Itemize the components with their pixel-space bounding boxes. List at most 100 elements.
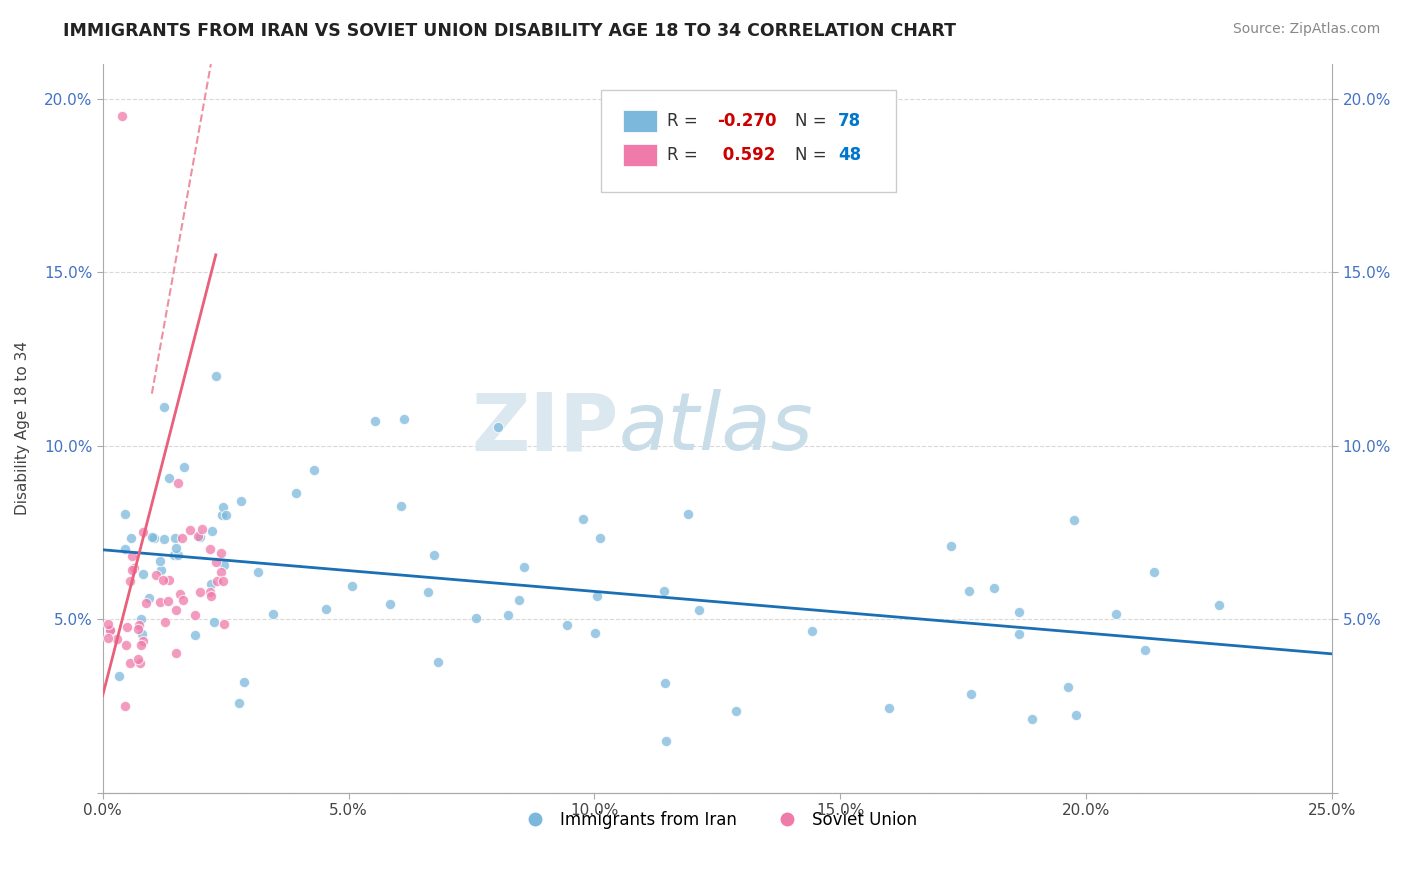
Point — [128, 617, 150, 632]
Point — [165, 541, 187, 556]
Point — [392, 412, 415, 426]
Point — [127, 652, 149, 666]
Point — [315, 601, 337, 615]
Point — [114, 507, 136, 521]
Point — [586, 589, 609, 603]
Point — [555, 618, 578, 632]
Point — [118, 574, 141, 589]
Point — [209, 546, 232, 560]
Point — [378, 597, 401, 611]
Point — [983, 582, 1005, 596]
Point — [725, 704, 748, 718]
Point — [389, 499, 412, 513]
Text: R =: R = — [666, 146, 703, 164]
Point — [129, 656, 152, 670]
FancyBboxPatch shape — [600, 89, 896, 192]
Text: N =: N = — [794, 146, 832, 164]
Point — [1021, 713, 1043, 727]
Point — [423, 548, 446, 562]
Point — [97, 617, 120, 632]
Point — [201, 524, 224, 538]
FancyBboxPatch shape — [623, 145, 657, 166]
Point — [169, 587, 191, 601]
Point — [179, 523, 201, 537]
Point — [583, 626, 606, 640]
Point — [941, 539, 963, 553]
Point — [416, 584, 439, 599]
Point — [97, 631, 120, 645]
Point — [138, 591, 160, 606]
Point — [1057, 681, 1080, 695]
Point — [676, 507, 699, 521]
Point — [188, 585, 211, 599]
Point — [212, 558, 235, 573]
Text: N =: N = — [794, 112, 832, 130]
Text: IMMIGRANTS FROM IRAN VS SOVIET UNION DISABILITY AGE 18 TO 34 CORRELATION CHART: IMMIGRANTS FROM IRAN VS SOVIET UNION DIS… — [63, 22, 956, 40]
Point — [1133, 643, 1156, 657]
Point — [100, 623, 122, 637]
Point — [654, 676, 676, 690]
Point — [1008, 627, 1031, 641]
Point — [688, 603, 710, 617]
Point — [121, 564, 143, 578]
Point — [488, 419, 510, 434]
Text: 48: 48 — [838, 146, 860, 164]
Point — [165, 646, 187, 660]
Point — [122, 561, 145, 575]
Point — [121, 549, 143, 564]
Point — [202, 615, 225, 629]
Point — [465, 610, 488, 624]
Point — [129, 612, 152, 626]
Point — [1105, 607, 1128, 622]
Point — [155, 615, 177, 629]
Point — [589, 532, 612, 546]
Text: -0.270: -0.270 — [717, 112, 778, 130]
Point — [191, 522, 214, 536]
Point — [960, 687, 983, 701]
Point — [200, 589, 222, 603]
Point — [118, 656, 141, 670]
Point — [149, 595, 172, 609]
Point — [246, 565, 269, 579]
Y-axis label: Disability Age 18 to 34: Disability Age 18 to 34 — [15, 342, 30, 516]
Point — [152, 573, 174, 587]
FancyBboxPatch shape — [623, 110, 657, 132]
Point — [204, 369, 226, 384]
Point — [205, 555, 228, 569]
Point — [427, 655, 450, 669]
Text: ZIP: ZIP — [472, 389, 619, 467]
Point — [170, 531, 193, 545]
Point — [111, 109, 134, 123]
Point — [157, 573, 180, 587]
Point — [513, 560, 536, 574]
Point — [877, 700, 900, 714]
Text: 0.592: 0.592 — [717, 146, 776, 164]
Point — [228, 696, 250, 710]
Text: 78: 78 — [838, 112, 860, 130]
Point — [153, 400, 176, 414]
Point — [655, 733, 678, 747]
Point — [211, 508, 233, 523]
Point — [800, 624, 823, 638]
Point — [157, 471, 180, 485]
Point — [200, 585, 222, 599]
Point — [205, 574, 228, 589]
Point — [364, 414, 387, 428]
Point — [120, 531, 142, 545]
Point — [957, 584, 980, 599]
Point — [163, 531, 186, 545]
Point — [167, 475, 190, 490]
Point — [131, 524, 153, 539]
Point — [165, 602, 187, 616]
Point — [152, 532, 174, 546]
Point — [127, 622, 149, 636]
Point — [1143, 565, 1166, 579]
Point — [149, 563, 172, 577]
Point — [1064, 708, 1087, 723]
Legend: Immigrants from Iran, Soviet Union: Immigrants from Iran, Soviet Union — [512, 804, 924, 835]
Point — [131, 566, 153, 581]
Point — [285, 485, 308, 500]
Point — [149, 554, 172, 568]
Point — [157, 594, 180, 608]
Point — [163, 548, 186, 562]
